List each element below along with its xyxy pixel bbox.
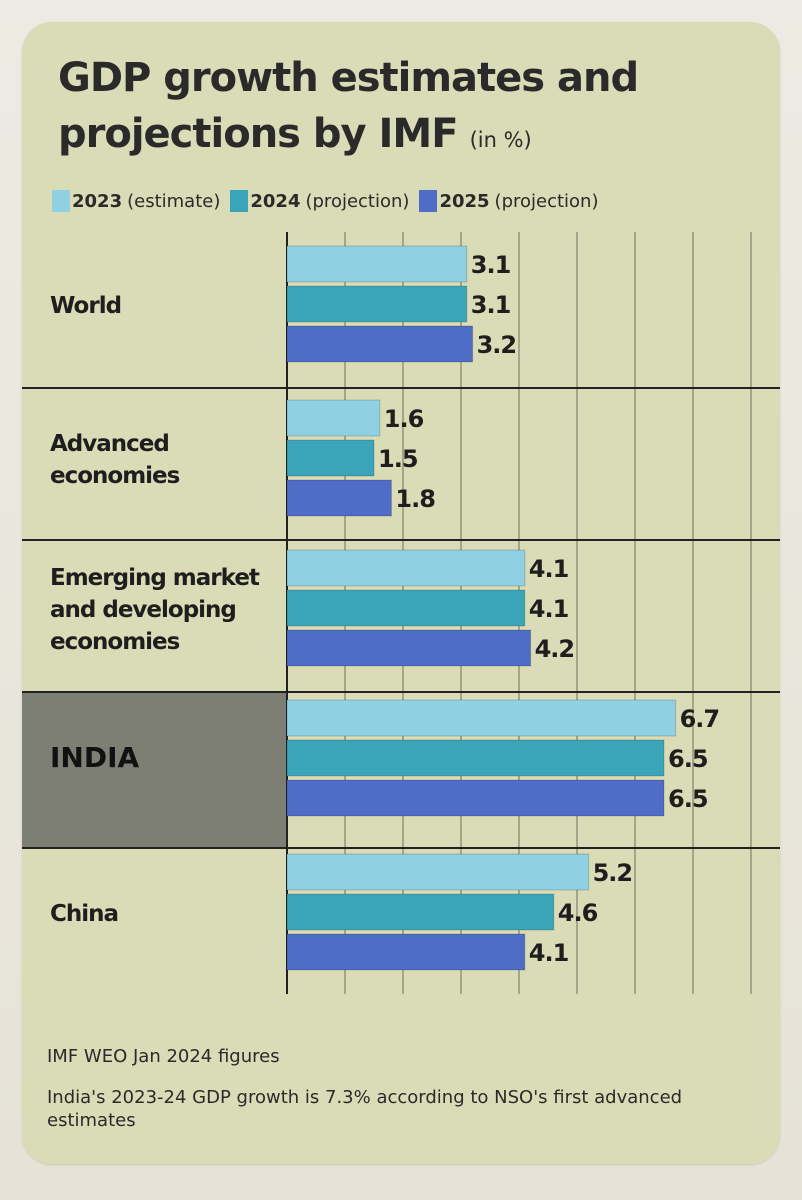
bar-series3-cat1 — [286, 325, 474, 363]
legend-label-2025: (projection) — [494, 190, 599, 212]
category-label-2-line-1: Advanced — [50, 431, 169, 457]
highlight-panel — [22, 692, 287, 848]
bar-series2-cat2 — [286, 439, 375, 477]
legend-item-2025: 2025 (projection) — [419, 190, 599, 212]
legend-item-2024: 2024 (projection) — [230, 190, 409, 212]
source-note: IMF WEO Jan 2024 figures — [47, 1046, 280, 1067]
legend-year-2023: 2023 — [72, 190, 123, 212]
legend-label-2023: (estimate) — [127, 190, 221, 212]
infographic-card: GDP growth estimates and projections by … — [22, 22, 780, 1164]
legend-year-2024: 2024 — [250, 190, 301, 212]
bar-series3-cat3 — [286, 629, 532, 667]
bar-series3-cat5 — [286, 933, 526, 971]
bar-series1-cat3 — [286, 549, 526, 587]
legend-swatch-2023 — [52, 190, 70, 212]
value-label-series3-cat3: 4.2 — [535, 635, 575, 663]
value-label-series2-cat5: 4.6 — [558, 899, 598, 927]
chart-title-line-1: GDP growth estimates and — [58, 55, 639, 101]
category-label-5-line-1: China — [50, 901, 118, 927]
chart-title: GDP growth estimates and projections by … — [58, 50, 748, 168]
value-label-series2-cat3: 4.1 — [529, 595, 569, 623]
bar-chart: 3.1 1.6 4.1 6.7 5.2 3.1 1.5 4.1 6.5 4.6 3.2 1.8 4.2 6… — [22, 232, 780, 994]
category-label-1-line-1: World — [50, 293, 121, 319]
legend-swatch-2025 — [419, 190, 438, 212]
legend-year-2025: 2025 — [439, 190, 490, 212]
value-label-series1-cat5: 5.2 — [593, 859, 633, 887]
value-label-series3-cat1: 3.2 — [477, 331, 517, 359]
bar-series1-cat5 — [286, 853, 590, 891]
category-label-3-line-3: economies — [50, 629, 180, 655]
value-label-series3-cat4: 6.5 — [668, 785, 708, 813]
category-label-4-line-1: INDIA — [50, 741, 140, 774]
legend-label-2024: (projection) — [305, 190, 410, 212]
category-label-3-line-2: and developing — [50, 597, 236, 623]
bar-series1-cat2 — [286, 399, 381, 437]
value-label-series2-cat4: 6.5 — [668, 745, 708, 773]
bar-series1-cat4 — [286, 699, 677, 737]
category-label-2-line-2: economies — [50, 463, 180, 489]
value-label-series1-cat1: 3.1 — [471, 251, 511, 279]
bar-series2-cat4 — [286, 739, 665, 777]
legend-item-2023: 2023 (estimate) — [52, 190, 220, 212]
value-label-series1-cat2: 1.6 — [384, 405, 424, 433]
bar-series2-cat1 — [286, 285, 468, 323]
value-label-series2-cat2: 1.5 — [378, 445, 418, 473]
value-label-series1-cat3: 4.1 — [529, 555, 569, 583]
value-label-series2-cat1: 3.1 — [471, 291, 511, 319]
legend: 2023 (estimate) 2024 (projection) 2025 (… — [52, 190, 772, 212]
value-label-series3-cat2: 1.8 — [395, 485, 435, 513]
bar-series2-cat3 — [286, 589, 526, 627]
category-label-3-line-1: Emerging market — [50, 565, 260, 591]
legend-swatch-2024 — [230, 190, 249, 212]
bar-series3-cat4 — [286, 779, 665, 817]
value-label-series1-cat4: 6.7 — [680, 705, 720, 733]
value-label-series3-cat5: 4.1 — [529, 939, 569, 967]
bar-series1-cat1 — [286, 245, 468, 283]
unit-label: (in %) — [469, 128, 532, 152]
footnote: India's 2023-24 GDP growth is 7.3% accor… — [47, 1087, 683, 1131]
bar-series2-cat5 — [286, 893, 555, 931]
chart-title-line-2: projections by IMF — [58, 111, 459, 157]
bar-series3-cat2 — [286, 479, 392, 517]
